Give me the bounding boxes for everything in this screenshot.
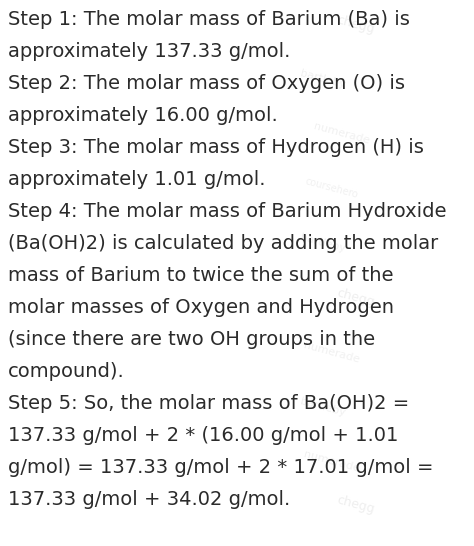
Text: chegg: chegg [335,13,376,36]
Text: numerade: numerade [303,449,361,473]
Text: bartleby: bartleby [299,68,346,90]
Text: compound).: compound). [8,362,125,381]
Text: chegg: chegg [335,286,376,309]
Text: numerade: numerade [303,340,361,364]
Text: 137.33 g/mol + 2 * (16.00 g/mol + 1.01: 137.33 g/mol + 2 * (16.00 g/mol + 1.01 [8,426,398,445]
Text: bartleby: bartleby [299,396,346,418]
Text: bartleby: bartleby [299,232,346,254]
Text: Step 1: The molar mass of Barium (Ba) is: Step 1: The molar mass of Barium (Ba) is [8,10,410,29]
Text: mass of Barium to twice the sum of the: mass of Barium to twice the sum of the [8,266,393,285]
Text: molar masses of Oxygen and Hydrogen: molar masses of Oxygen and Hydrogen [8,298,394,317]
Text: approximately 16.00 g/mol.: approximately 16.00 g/mol. [8,106,278,125]
Text: approximately 137.33 g/mol.: approximately 137.33 g/mol. [8,42,291,61]
Text: numerade: numerade [312,122,370,146]
Text: g/mol) = 137.33 g/mol + 2 * 17.01 g/mol =: g/mol) = 137.33 g/mol + 2 * 17.01 g/mol … [8,458,434,477]
Text: approximately 1.01 g/mol.: approximately 1.01 g/mol. [8,170,265,189]
Text: coursehero: coursehero [304,176,359,200]
Text: Step 3: The molar mass of Hydrogen (H) is: Step 3: The molar mass of Hydrogen (H) i… [8,138,424,157]
Text: Step 5: So, the molar mass of Ba(OH)2 =: Step 5: So, the molar mass of Ba(OH)2 = [8,394,409,413]
Text: Step 4: The molar mass of Barium Hydroxide: Step 4: The molar mass of Barium Hydroxi… [8,202,447,221]
Text: (Ba(OH)2) is calculated by adding the molar: (Ba(OH)2) is calculated by adding the mo… [8,234,438,253]
Text: 137.33 g/mol + 34.02 g/mol.: 137.33 g/mol + 34.02 g/mol. [8,490,290,509]
Text: Step 2: The molar mass of Oxygen (O) is: Step 2: The molar mass of Oxygen (O) is [8,74,405,93]
Text: (since there are two OH groups in the: (since there are two OH groups in the [8,330,375,349]
Text: chegg: chegg [335,494,376,517]
